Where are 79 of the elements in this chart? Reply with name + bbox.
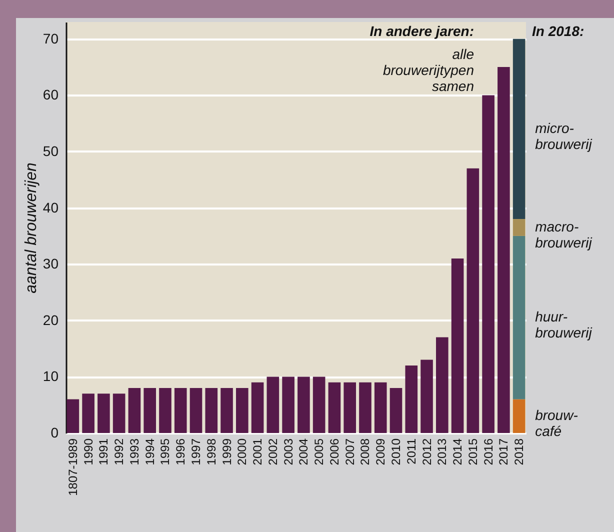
x-tick-label: 2001 <box>250 438 265 466</box>
text: In 2018: <box>532 23 584 39</box>
x-tick-label: 2000 <box>235 438 250 466</box>
bar <box>512 236 526 400</box>
x-tick-label: 1996 <box>174 438 188 466</box>
bar <box>436 337 448 433</box>
bar <box>159 388 172 433</box>
bar <box>66 399 80 433</box>
x-tick-label: 1993 <box>127 438 142 466</box>
x-tick-label: 1997 <box>189 438 203 466</box>
x-tick-label: 2009 <box>374 438 388 466</box>
annotation: In andere jaren: <box>370 23 474 39</box>
bar <box>220 388 233 433</box>
y-tick-label: 30 <box>42 256 59 272</box>
x-tick-label: 1998 <box>204 438 218 466</box>
x-tick-label: 2018 <box>512 438 526 466</box>
bar <box>405 365 418 433</box>
x-tick-label: 2017 <box>496 438 511 466</box>
x-tick-label: 2010 <box>389 438 403 466</box>
x-tick-label: 2004 <box>296 438 311 466</box>
x-tick-label: 2003 <box>281 438 296 466</box>
bar <box>266 376 280 433</box>
y-tick-label: 40 <box>42 199 59 216</box>
x-tick-label: 1807-1989 <box>66 438 80 496</box>
bar <box>251 382 264 433</box>
x-tick-label: 2013 <box>435 438 450 466</box>
bar <box>282 376 294 433</box>
bar <box>512 399 526 433</box>
bar <box>451 258 464 433</box>
y-tick-label: 50 <box>42 142 59 159</box>
x-tick-label: 2002 <box>266 438 280 466</box>
bar <box>512 38 526 220</box>
bar <box>390 388 402 433</box>
y-tick-label: 60 <box>42 86 59 103</box>
bar <box>112 394 126 433</box>
bar <box>344 382 356 433</box>
y-tick-label: 10 <box>42 368 59 384</box>
bar <box>359 382 372 433</box>
series-label: macro-brouwerij <box>535 218 593 250</box>
bar <box>498 67 510 433</box>
bar <box>190 388 202 433</box>
y-tick-label: 70 <box>42 30 59 46</box>
bar <box>420 360 433 433</box>
x-tick-label: 2016 <box>481 438 496 466</box>
series-label: alle brouwerijtypen samen <box>382 46 474 94</box>
x-tick-label: 2008 <box>358 438 372 466</box>
bar <box>512 219 526 236</box>
bar <box>205 388 218 433</box>
bar <box>98 394 110 433</box>
bar <box>174 388 187 433</box>
y-tick-label: 20 <box>42 312 59 328</box>
x-tick-label: 1991 <box>96 438 111 466</box>
series-label: brouw-café <box>535 407 578 440</box>
x-tick-label: 1992 <box>112 438 126 466</box>
x-tick-label: 1995 <box>158 438 172 466</box>
bar <box>298 376 310 433</box>
bar <box>144 388 156 433</box>
bar <box>466 168 480 433</box>
bar <box>128 388 141 433</box>
bar <box>482 95 494 433</box>
bar <box>82 394 94 433</box>
x-tick-label: 1994 <box>142 438 157 466</box>
y-axis-title: aantal brouwerijen <box>22 162 40 294</box>
x-tick-label: 2011 <box>404 438 418 464</box>
x-tick-label: 2015 <box>466 438 480 466</box>
x-tick-label: 1990 <box>81 438 96 466</box>
y-tick-label: 0 <box>50 424 59 440</box>
x-tick-label: 2006 <box>327 438 342 466</box>
x-tick-label: 2012 <box>420 438 434 466</box>
x-tick-label: 2014 <box>450 438 465 466</box>
bar <box>236 388 248 433</box>
bar <box>312 376 326 433</box>
x-tick-label: 1999 <box>220 438 234 466</box>
bar <box>328 382 341 433</box>
series-label: micro-brouwerij <box>535 120 593 152</box>
x-tick-label: 2005 <box>312 438 326 466</box>
series-label: huur-brouwerij <box>535 308 593 341</box>
x-tick-label: 2007 <box>342 438 357 466</box>
bar <box>374 382 387 433</box>
